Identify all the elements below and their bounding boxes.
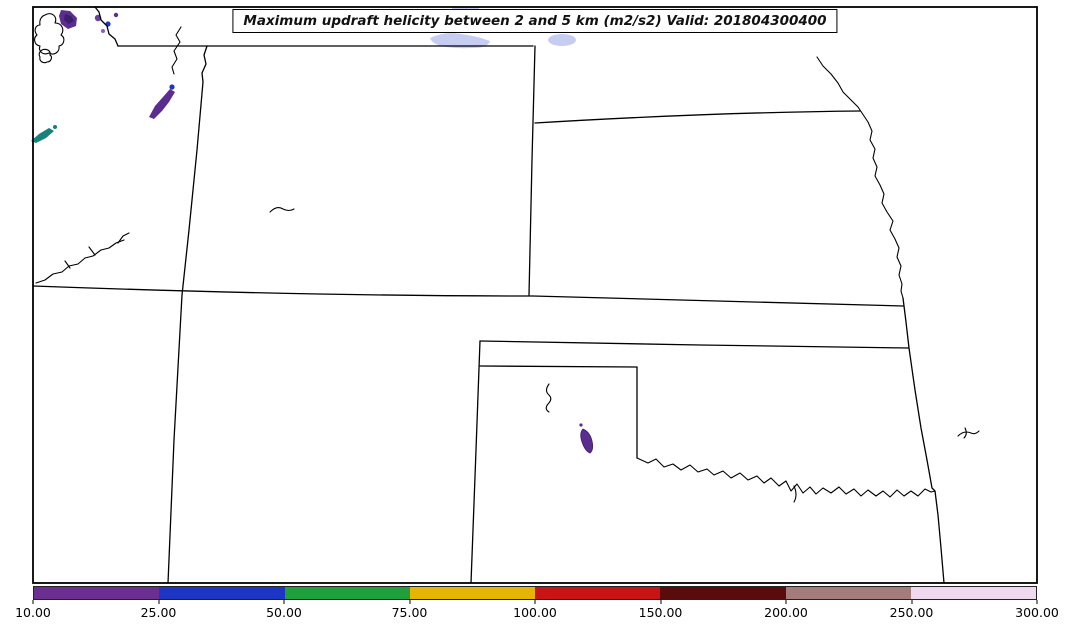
colorbar-tick-mark (283, 600, 285, 604)
border-newmexico-texas-west (470, 340, 481, 584)
state-borders (32, 6, 945, 584)
colorbar-tick-label: 25.00 (140, 605, 177, 620)
border-northwest-ridge (94, 6, 119, 47)
colorbar-tick-label: 50.00 (266, 605, 302, 620)
colorbar-segment (284, 587, 410, 599)
uh-blob-nw-4 (113, 12, 119, 18)
uh-blob-teal-streak (31, 128, 54, 143)
lake-west-arms (64, 232, 130, 269)
colorbar-tick-mark (785, 600, 787, 604)
uh-blob-nw-1-core (64, 14, 74, 24)
colorbar-segment (409, 587, 535, 599)
uh-blob-streak (149, 89, 175, 119)
lake-panhandle-outline (545, 383, 552, 413)
colorbar-segment (159, 587, 285, 599)
colorbar-tick-mark (32, 600, 34, 604)
lake-outlines (34, 13, 980, 439)
rivers (171, 26, 936, 503)
uh-blob-nw-5 (101, 29, 105, 33)
uh-blob-lavender-1 (430, 33, 490, 49)
map-title-box: Maximum updraft helicity between 2 and 5… (232, 9, 838, 33)
colorbar-bar (33, 586, 1037, 600)
colorbar-segment (785, 587, 911, 599)
border-nebraska-north (534, 110, 861, 124)
border-wyoming-east (528, 45, 536, 296)
uh-blob-panhandle-dot (579, 423, 583, 427)
uh-blob-lavender-2 (548, 34, 576, 46)
uh-blob-teal-dot (53, 125, 57, 129)
colorbar-tick-label: 150.00 (638, 605, 683, 620)
map-frame (32, 6, 1038, 584)
colorbar-tick-mark (1036, 600, 1038, 604)
red-river-meander (793, 485, 797, 503)
border-west-meridian (167, 45, 208, 584)
colorbar-segment (535, 587, 661, 599)
colorbar-tick-mark (158, 600, 159, 604)
colorbar-tick-mark (534, 600, 536, 604)
map-title: Maximum updraft helicity between 2 and 5… (243, 13, 827, 29)
missouri-river (816, 56, 904, 299)
red-river (636, 457, 936, 498)
colorbar-tick-label: 100.00 (513, 605, 557, 620)
uh-shading-blobs (31, 7, 594, 454)
border-east-meridian (902, 297, 945, 584)
colorbar-ticks: 10.00 25.00 50.00 75.00 100.00 150.00 200.00 25… (15, 600, 1059, 628)
colorbar-tick-label: 75.00 (391, 605, 428, 620)
colorbar-tick-mark (911, 600, 912, 604)
lake-east-outline (957, 427, 980, 439)
colorbar-tick-label: 300.00 (1015, 605, 1059, 620)
lake-central-outline (269, 206, 295, 213)
colorbar-segment (660, 587, 786, 599)
border-long-parallel (32, 285, 904, 307)
uh-blob-panhandle-streak (580, 428, 594, 454)
lake-west-shoreline (35, 239, 125, 284)
border-panhandle-south (479, 365, 638, 368)
colorbar-segment (34, 587, 160, 599)
colorbar-tick-label: 250.00 (889, 605, 934, 620)
creek-squiggle (171, 26, 182, 75)
colorbar-tick-mark (660, 600, 661, 604)
border-oklahoma-north (479, 340, 910, 349)
colorbar-tick-label: 10.00 (15, 605, 51, 620)
colorbar-segment (910, 587, 1036, 599)
colorbar-tick-mark (409, 600, 410, 604)
lake-northwest-small-outline (38, 48, 52, 64)
lake-northwest-outline (34, 13, 65, 55)
colorbar-tick-label: 200.00 (764, 605, 808, 620)
uh-blob-streak-tip (169, 84, 175, 90)
